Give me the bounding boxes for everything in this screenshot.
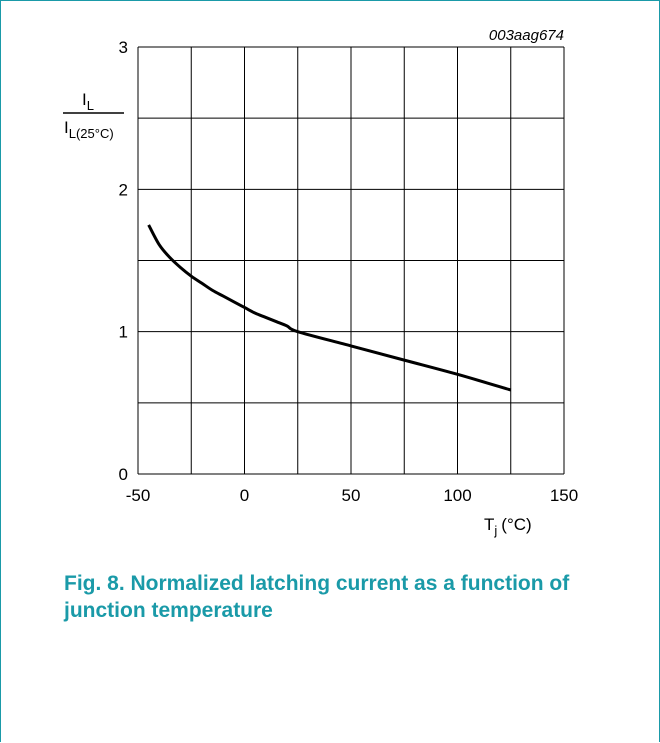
y-label-num-base: I [82,90,87,109]
y-tick-label: 2 [119,180,128,199]
y-tick-label: 3 [119,38,128,57]
figure-id: 003aag674 [489,27,564,44]
x-label-sub: j [493,523,497,538]
x-tick-label: -50 [126,486,151,505]
x-tick-label: 0 [240,486,249,505]
y-label-numerator: IL [82,90,94,113]
series [147,224,512,392]
x-label-unit: (°C) [501,515,531,534]
x-label: Tj (°C) [484,515,532,538]
y-label-num-sub: L [87,98,94,113]
series-line [147,224,512,392]
x-label-base: T [484,515,494,534]
y-tick-label: 0 [119,465,128,484]
figure-caption: Fig. 8. Normalized latching current as a… [64,572,570,622]
x-tick-label: 50 [342,486,361,505]
y-label-denominator: IL(25°C) [64,118,114,141]
grid [137,46,565,475]
y-tick-label: 1 [119,323,128,342]
x-tick-label: 150 [550,486,578,505]
tick-labels: -50 0 50 100 150 0 1 2 3 [119,38,579,505]
y-label-den-sub: L(25°C) [69,126,114,141]
x-tick-label: 100 [443,486,471,505]
y-label-den-base: I [64,118,69,137]
